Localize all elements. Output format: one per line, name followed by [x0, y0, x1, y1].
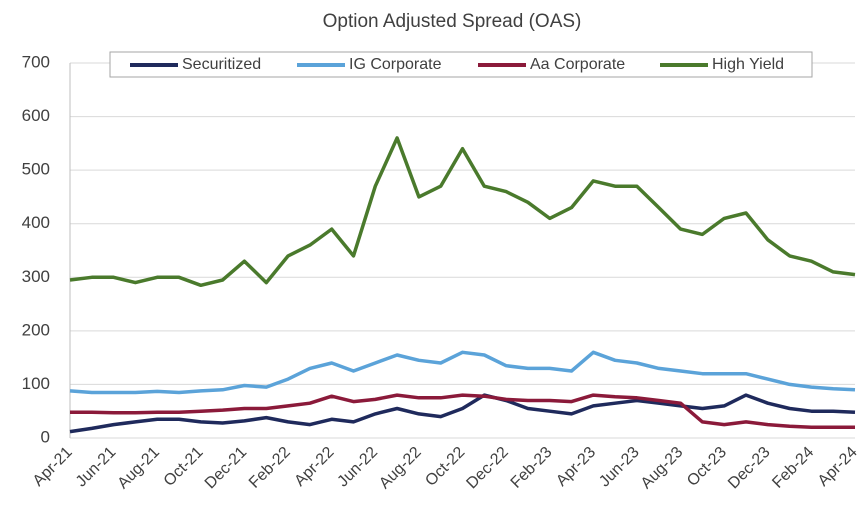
y-tick-label: 300 — [22, 267, 50, 286]
x-tick-label: Dec-22 — [463, 444, 512, 493]
y-tick-label: 200 — [22, 320, 50, 339]
x-tick-label: Aug-22 — [376, 444, 425, 493]
x-tick-label: Oct-23 — [684, 444, 730, 490]
x-tick-label: Oct-22 — [422, 444, 468, 490]
series-line — [69, 136, 856, 288]
x-tick-label: Feb-23 — [508, 444, 556, 492]
y-tick-label: 700 — [22, 52, 50, 71]
series-line — [69, 350, 856, 395]
x-tick-label: Jun-22 — [334, 444, 381, 491]
x-tick-label: Dec-23 — [725, 444, 774, 493]
y-tick-label: 600 — [22, 106, 50, 125]
y-tick-label: 400 — [22, 213, 50, 232]
legend-label: IG Corporate — [349, 56, 442, 73]
x-tick-label: Oct-21 — [161, 444, 207, 490]
x-tick-label: Jun-21 — [73, 444, 120, 491]
legend: Securitized IG Corporate Aa Corporate High … — [109, 51, 813, 78]
y-tick-label: 0 — [41, 427, 50, 446]
y-tick-label: 100 — [22, 374, 50, 393]
x-tick-label: Aug-23 — [638, 444, 687, 493]
x-tick-label: Apr-24 — [815, 444, 859, 490]
x-tick-label: Feb-24 — [769, 444, 817, 492]
chart-title: Option Adjusted Spread (OAS) — [323, 11, 582, 32]
x-tick-label: Dec-21 — [202, 444, 251, 493]
x-tick-label: Apr-22 — [291, 444, 337, 490]
legend-label: Securitized — [182, 56, 261, 73]
series-line — [70, 393, 855, 430]
series-line — [69, 393, 856, 434]
x-tick-label: Apr-21 — [30, 444, 76, 490]
legend-label: High Yield — [712, 56, 784, 73]
x-tick-label: Jun-23 — [596, 444, 643, 491]
legend-label: Aa Corporate — [530, 56, 625, 73]
x-tick-label: Feb-22 — [246, 444, 294, 492]
x-tick-label: Aug-21 — [115, 444, 164, 493]
x-tick-label: Apr-23 — [553, 444, 599, 490]
y-tick-label: 500 — [22, 160, 50, 179]
